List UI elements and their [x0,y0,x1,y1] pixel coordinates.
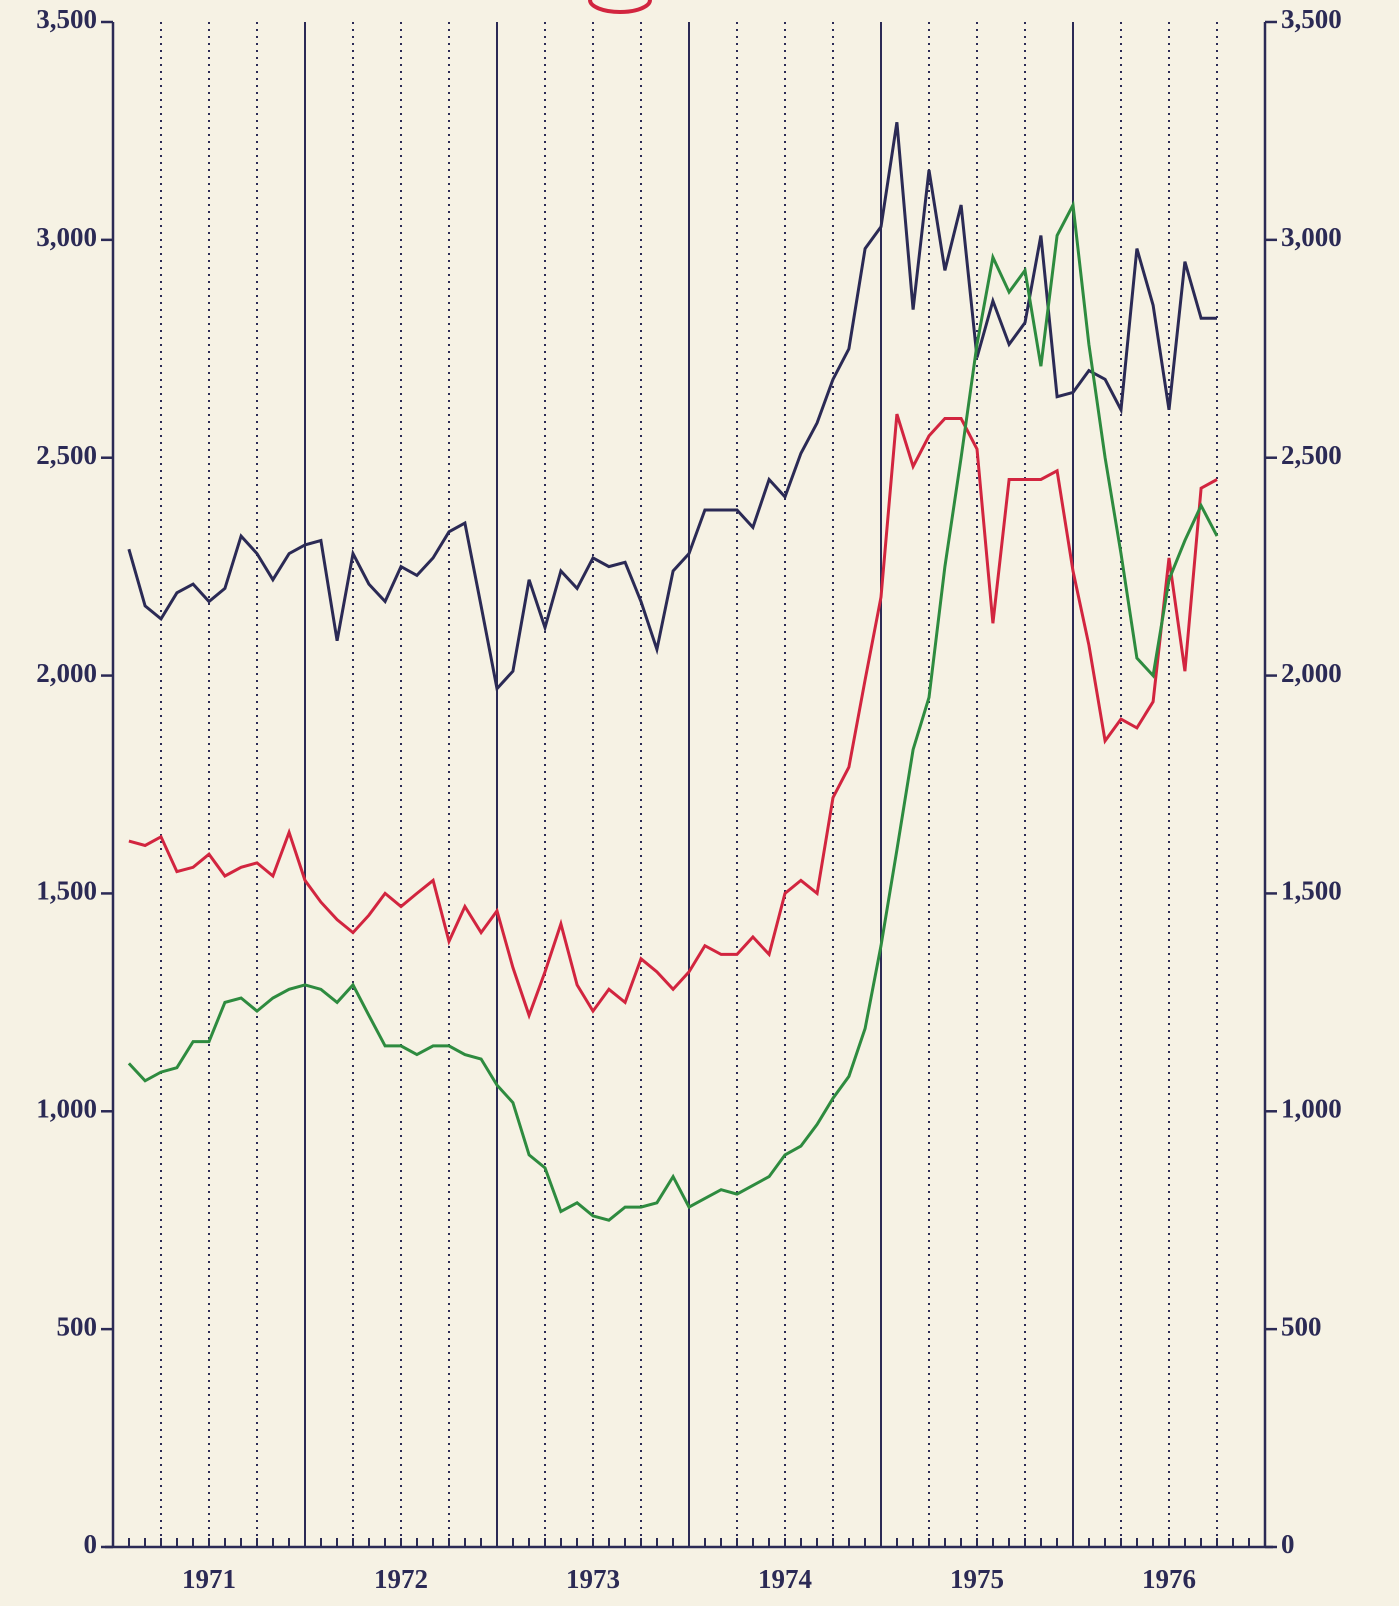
x-tick-label: 1974 [758,1564,812,1594]
y2-tick-label: 2,000 [1281,658,1342,688]
x-tick-label: 1976 [1142,1564,1196,1594]
y-tick-label: 2,000 [36,658,97,688]
y-tick-label: 1,000 [36,1093,97,1123]
y-tick-label: 2,500 [36,440,97,470]
x-tick-label: 1973 [566,1564,620,1594]
series-line [127,199,1219,1222]
y2-tick-label: 1,500 [1281,876,1342,906]
y-tick-label: 0 [84,1529,98,1559]
x-tick-label: 1971 [182,1564,236,1594]
y2-tick-label: 3,500 [1281,4,1342,34]
y2-tick-label: 1,000 [1281,1093,1342,1123]
y-tick-label: 3,000 [36,222,97,252]
series-line [127,121,1217,692]
top-mark [588,0,652,14]
y-tick-label: 1,500 [36,876,97,906]
y-tick-label: 500 [57,1311,98,1341]
x-tick-label: 1975 [950,1564,1004,1594]
y2-tick-label: 2,500 [1281,440,1342,470]
y-tick-label: 3,500 [36,4,97,34]
y2-tick-label: 500 [1281,1311,1322,1341]
x-tick-label: 1972 [374,1564,428,1594]
y2-tick-label: 0 [1281,1529,1295,1559]
series-line [128,413,1218,1020]
y2-tick-label: 3,000 [1281,222,1342,252]
